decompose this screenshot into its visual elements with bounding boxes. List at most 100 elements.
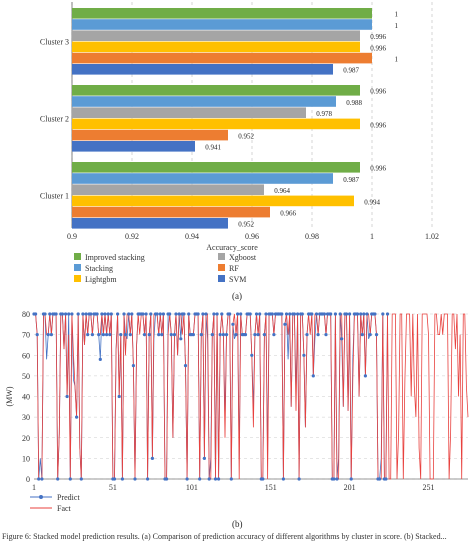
predict-point [187,312,191,316]
predict-point [378,477,382,481]
predict-point [199,333,203,337]
predict-point [324,333,328,337]
predict-point [131,364,135,368]
x-tick-label: 1 [370,232,374,241]
predict-point [262,333,266,337]
predict-point [220,312,224,316]
bar-value-label: 0.952 [238,221,254,229]
predict-point [160,333,164,337]
predict-point [385,312,390,316]
bar-value-label: 1 [395,56,399,64]
predict-point [284,312,289,316]
predict-point [37,477,41,481]
predict-point [338,312,342,316]
predict-point [76,312,80,316]
predict-point [95,312,99,316]
bar-value-label: 0.987 [343,67,359,75]
bar [72,8,372,19]
bar-value-label: 0.988 [346,99,362,107]
x-tick-label: 0.92 [125,232,139,241]
predict-point [204,312,208,316]
bar-value-label: 0.978 [316,110,332,118]
predict-point [127,312,131,316]
predict-point [174,312,178,316]
predict-point [272,333,276,337]
x-tick-label: 1 [32,483,36,492]
predict-point [105,333,109,337]
predict-point [185,477,189,481]
predict-point [122,312,126,316]
category-label: Cluster 1 [40,192,69,201]
predict-point [177,312,181,316]
predict-point [201,312,205,316]
legend-swatch [74,253,81,260]
predict-point [288,312,292,316]
bar-value-label: 0.996 [370,165,386,173]
category-label: Cluster 2 [40,115,69,124]
predict-point [362,312,366,316]
legend-marker-predict [39,495,43,499]
bar-value-label: 0.952 [238,133,254,141]
predict-point [98,357,102,361]
predict-point [35,333,39,337]
predict-point [217,477,221,481]
predict-point [314,312,319,316]
legend-swatch [74,275,81,282]
predict-point [84,312,88,316]
predict-point [34,312,38,316]
bar [72,184,264,195]
predict-point [119,333,123,337]
predict-point [97,333,101,337]
predict-point [117,394,121,399]
predict-point [322,312,326,316]
predict-point [381,312,385,316]
y-tick-label: 80 [22,310,30,319]
y-tick-label: 0 [26,475,30,484]
predict-point [172,333,177,337]
x-tick-label: 201 [344,483,356,492]
predict-point [231,322,235,326]
predict-point [150,456,154,460]
bar [72,206,270,218]
predict-point [144,312,148,316]
x-tick-label: 251 [423,483,435,492]
predict-point [360,333,364,337]
predict-point [302,353,306,357]
bar [72,162,360,173]
predict-point [89,312,93,316]
predict-point [300,312,304,316]
bar-value-label: 0.941 [205,144,221,152]
predict-point [348,312,352,316]
predict-point [112,477,117,481]
predict-point [344,312,349,316]
predict-point [283,322,287,326]
predict-point [116,312,120,316]
predict-point [46,333,50,337]
bar [72,141,195,152]
x-tick-label: 1.02 [425,232,439,241]
bar [72,85,360,96]
x-tick-label: 0.94 [185,232,199,241]
predict-point [64,312,68,316]
predict-point [305,333,309,337]
legend-label: RF [229,264,239,273]
predict-point [297,477,301,481]
predict-point [103,312,107,316]
predict-point [191,333,195,337]
predict-point [213,477,218,481]
predict-point [253,333,257,337]
predict-point [149,312,153,316]
predict-point [349,477,353,481]
legend-label: Stacking [85,264,113,273]
predict-point [128,333,132,337]
y-tick-label: 20 [22,434,30,443]
predict-point [49,333,54,337]
y-tick-label: 60 [22,351,30,360]
predict-point [67,312,71,316]
bar-value-label: 0.994 [364,198,380,206]
predict-point [161,312,165,316]
legend-label: Fact [57,504,72,513]
y-tick-label: 40 [22,393,30,402]
predict-point [335,477,339,481]
